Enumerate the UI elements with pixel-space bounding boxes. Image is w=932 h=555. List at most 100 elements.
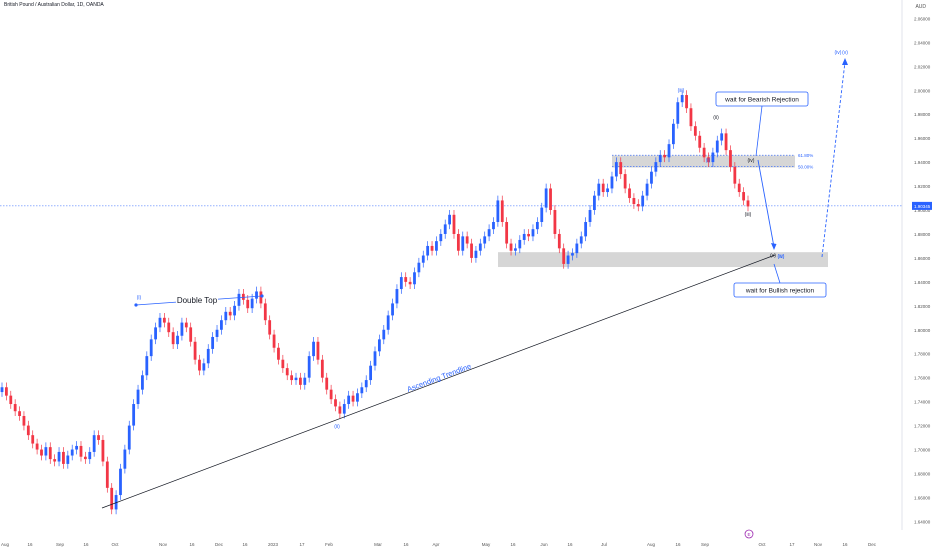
y-tick-label: 1.90000	[914, 208, 931, 213]
y-tick-label: 1.84000	[914, 280, 931, 285]
double-top-bg	[176, 295, 218, 305]
candle-body	[575, 243, 579, 254]
candle-body	[40, 449, 43, 456]
candle-body	[136, 389, 140, 405]
trendline-label: Ascending Trendline	[406, 361, 473, 393]
candle-body	[492, 221, 495, 230]
candle-body	[206, 348, 210, 364]
chart-header: British Pound / Australian Dollar, 1D, O…	[4, 2, 104, 8]
x-tick-label: Nov	[159, 542, 168, 547]
candle-body	[707, 157, 710, 163]
candle-body	[465, 236, 469, 244]
candle-body	[303, 377, 307, 385]
candle-body	[241, 293, 245, 300]
candle-body	[614, 162, 618, 177]
candle-body	[448, 214, 451, 225]
candle-body	[246, 299, 250, 309]
candle-body	[667, 144, 671, 158]
candle-body	[606, 188, 609, 193]
y-tick-label: 1.86000	[914, 256, 931, 261]
candle-body	[413, 272, 416, 285]
y-tick-label: 1.68000	[914, 471, 931, 476]
candle-body	[48, 447, 52, 460]
candle-body	[584, 221, 588, 237]
candle-body	[435, 241, 438, 251]
wave-label: (iii)	[678, 88, 685, 94]
y-tick-label: 1.92000	[914, 184, 931, 189]
candle-body	[320, 359, 324, 378]
candle-body	[377, 339, 381, 352]
candle-body	[588, 210, 592, 222]
candle-body	[342, 404, 346, 414]
candle-body	[461, 236, 465, 251]
candle-body	[483, 236, 487, 244]
candle-body	[277, 347, 280, 360]
candle-body	[619, 162, 623, 175]
candle-body	[737, 183, 741, 193]
x-tick-label: Mar	[374, 542, 382, 547]
candle-body	[119, 468, 122, 496]
candle-body	[579, 236, 583, 244]
candle-body	[26, 425, 30, 436]
x-tick-label: 16	[675, 542, 681, 547]
projection-arrowhead-up	[842, 58, 848, 65]
last-price-badge	[912, 201, 932, 210]
candle-body	[404, 277, 408, 282]
candle-body	[176, 335, 179, 345]
candle-body	[680, 95, 684, 103]
candle-body	[285, 368, 289, 376]
candle-body	[263, 303, 267, 321]
candle-body	[272, 334, 276, 348]
wave-label: (i)	[706, 158, 711, 164]
candle-body	[496, 200, 500, 222]
candle-body	[141, 375, 144, 390]
x-tick-label: Sep	[56, 542, 65, 547]
y-tick-label: 1.96000	[914, 136, 931, 141]
candle-body	[290, 375, 294, 381]
wave-label: (ii)	[334, 424, 340, 430]
y-tick-label: 2.04000	[914, 40, 931, 45]
x-tick-label: Oct	[111, 542, 119, 547]
x-tick-label: Apr	[432, 542, 440, 547]
candle-body	[430, 245, 434, 251]
wave-label: (v)	[842, 50, 848, 56]
y-tick-label: 1.98000	[914, 112, 931, 117]
candle-body	[540, 207, 544, 222]
candle-body	[83, 456, 87, 460]
candle-body	[531, 229, 535, 237]
candle-body	[439, 233, 443, 242]
candle-body	[514, 248, 517, 251]
candle-body	[294, 377, 298, 381]
candle-body	[66, 455, 70, 464]
candle-body	[663, 154, 667, 158]
candle-body	[386, 315, 390, 330]
x-tick-label: Sep	[701, 542, 710, 547]
candle-body	[224, 311, 228, 321]
x-tick-label: 16	[567, 542, 573, 547]
y-tick-label: 1.76000	[914, 376, 931, 381]
lower-zone	[498, 252, 828, 268]
candle-body	[171, 332, 175, 345]
candle-body	[632, 198, 636, 205]
candle-body	[470, 243, 473, 258]
candle-body	[228, 311, 232, 316]
callout-bearish-text: wait for Bearish Rejection	[724, 97, 799, 104]
candle-body	[268, 320, 272, 335]
candle-body	[373, 351, 377, 366]
candle-body	[408, 281, 412, 285]
projection-arrow-up	[821, 61, 846, 258]
wave-label: (v)	[770, 253, 776, 259]
y-tick-label: 1.72000	[914, 424, 931, 429]
wave-label: (iii)	[778, 254, 785, 260]
x-tick-label: May	[482, 542, 491, 547]
candle-body	[44, 447, 48, 456]
callout-bullish-text: wait for Bullish rejection	[745, 288, 815, 295]
candle-body	[101, 439, 105, 462]
wave-label: (iv)	[778, 254, 785, 260]
candle-body	[18, 411, 21, 417]
candle-body	[162, 317, 166, 323]
candle-body	[685, 95, 688, 109]
candle-body	[53, 459, 57, 462]
